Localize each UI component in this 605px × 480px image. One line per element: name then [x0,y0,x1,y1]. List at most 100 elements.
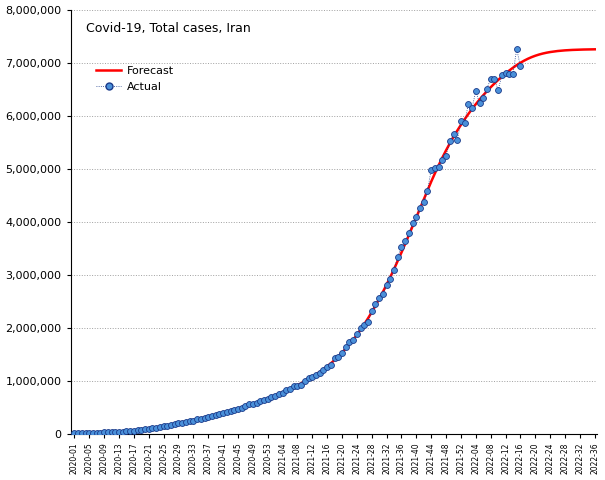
Point [437,156,447,164]
Legend: Forecast, Actual: Forecast, Actual [92,62,178,96]
Point [475,99,485,107]
Point [226,407,235,415]
Point [415,204,425,212]
Point [215,410,224,418]
Point [463,100,473,108]
Point [80,429,90,437]
Point [285,385,295,393]
Point [315,369,324,377]
Point [445,137,454,145]
Point [479,94,488,101]
Point [322,363,332,371]
Point [85,429,94,437]
Point [352,330,362,338]
Point [248,400,258,408]
Point [203,413,213,421]
Point [471,87,480,95]
Point [304,374,313,382]
Point [106,428,116,436]
Point [330,354,339,362]
Point [163,422,172,430]
Point [118,428,128,435]
Point [385,275,395,283]
Point [293,382,302,389]
Point [200,414,209,422]
Point [427,166,436,173]
Point [270,392,280,399]
Point [148,424,157,432]
Point [281,386,291,394]
Point [419,199,428,206]
Point [307,373,317,381]
Point [508,70,518,77]
Point [348,336,358,344]
Point [359,321,369,328]
Point [132,426,142,434]
Point [185,417,194,425]
Point [337,348,347,356]
Point [96,429,105,436]
Point [467,104,477,111]
Point [430,165,440,172]
Point [289,383,298,390]
Point [378,290,388,298]
Point [274,390,284,398]
Point [125,427,135,435]
Point [137,426,146,433]
Point [411,213,421,221]
Point [278,389,287,397]
Point [482,85,492,93]
Point [441,152,451,159]
Point [259,396,269,404]
Point [311,372,321,379]
Point [408,219,417,227]
Point [122,427,131,435]
Point [211,411,220,419]
Point [129,427,139,434]
Point [255,396,265,404]
Point [512,45,522,53]
Point [319,367,329,374]
Point [300,378,310,385]
Point [423,187,433,194]
Point [505,71,514,78]
Point [73,429,83,437]
Point [207,412,217,420]
Point [497,71,506,79]
Point [345,338,355,346]
Point [263,395,272,402]
Point [222,408,232,416]
Point [140,426,150,433]
Text: Covid-19, Total cases, Iran: Covid-19, Total cases, Iran [87,22,251,35]
Point [252,399,261,407]
Point [241,403,250,410]
Point [515,62,525,70]
Point [374,294,384,302]
Point [77,429,87,437]
Point [92,429,102,437]
Point [449,131,459,138]
Point [404,229,414,237]
Point [114,428,124,436]
Point [159,422,168,430]
Point [244,401,254,408]
Point [151,424,161,432]
Point [170,420,180,428]
Point [177,419,187,427]
Point [111,428,120,436]
Point [196,415,206,423]
Point [333,353,343,360]
Point [363,318,373,326]
Point [174,420,183,427]
Point [155,423,165,431]
Point [401,238,410,245]
Point [144,425,154,432]
Point [489,75,499,83]
Point [371,300,381,308]
Point [70,429,79,437]
Point [397,243,407,251]
Point [326,361,336,369]
Point [296,381,306,389]
Point [456,118,466,125]
Point [103,429,113,436]
